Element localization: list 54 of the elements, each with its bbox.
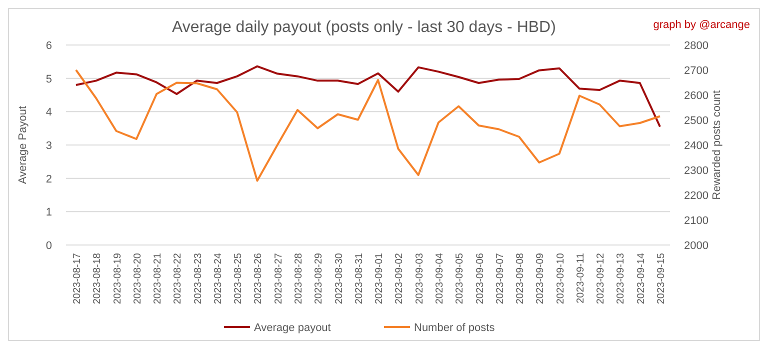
x-tick-label: 2023-09-12 xyxy=(596,252,607,304)
x-tick-label: 2023-09-13 xyxy=(616,252,627,304)
x-tick-label: 2023-08-27 xyxy=(273,252,284,304)
x-tick-label: 2023-09-03 xyxy=(414,252,426,304)
x-tick-label: 2023-09-02 xyxy=(394,252,406,304)
y2-tick-label: 2000 xyxy=(684,240,708,252)
legend-label: Average payout xyxy=(254,322,331,334)
x-tick-label: 2023-09-10 xyxy=(555,252,566,304)
y2-tick-label: 2800 xyxy=(684,40,708,52)
x-tick-label: 2023-08-24 xyxy=(212,252,224,304)
legend-label: Number of posts xyxy=(414,322,496,334)
y-tick-label: 3 xyxy=(46,140,52,152)
x-tick-label: 2023-09-04 xyxy=(434,252,446,304)
y2-tick-label: 2200 xyxy=(684,190,708,202)
x-tick-label: 2023-09-11 xyxy=(575,252,586,304)
x-tick-label: 2023-09-14 xyxy=(636,252,647,304)
x-tick-label: 2023-08-30 xyxy=(334,252,345,304)
x-tick-label: 2023-09-05 xyxy=(454,252,466,304)
y-tick-label: 2 xyxy=(46,173,52,186)
line-series xyxy=(75,69,661,182)
x-tick-label: 2023-08-19 xyxy=(112,252,124,304)
x-tick-label: 2023-09-15 xyxy=(656,252,667,304)
y2-tick-label: 2500 xyxy=(684,115,708,127)
x-tick-label: 2023-08-25 xyxy=(233,252,244,304)
x-tick-label: 2023-08-28 xyxy=(294,252,305,304)
y-tick-label: 1 xyxy=(46,206,52,219)
y2-tick-label: 2300 xyxy=(684,165,708,177)
text: graph by @arcange xyxy=(653,19,750,31)
x-tick-label: 2023-08-29 xyxy=(314,252,325,304)
x-tick-label: 2023-09-07 xyxy=(494,252,506,304)
x-tick-label: 2023-09-09 xyxy=(535,252,546,304)
x-tick-label: 2023-08-22 xyxy=(172,252,184,304)
y2-tick-label: 2100 xyxy=(684,215,708,227)
x-tick-label: 2023-08-18 xyxy=(92,252,104,304)
x-tick-label: 2023-08-21 xyxy=(152,252,164,304)
x-tick-label: 2023-08-23 xyxy=(192,252,204,304)
x-tick-label: 2023-09-08 xyxy=(515,252,526,304)
y-tick-label: 6 xyxy=(46,40,52,52)
y-tick-label: 4 xyxy=(46,106,52,119)
y-axis-title: Average Payout xyxy=(17,106,29,184)
x-tick-label: 2023-08-17 xyxy=(72,252,83,304)
x-tick-label: 2023-09-01 xyxy=(374,252,386,304)
x-tick-label: 2023-09-06 xyxy=(474,252,486,304)
y2-tick-label: 2400 xyxy=(684,140,708,152)
y-tick-label: 0 xyxy=(46,240,52,252)
x-tick-label: 2023-08-31 xyxy=(354,252,365,304)
y2-axis-title: Rewarded posts count xyxy=(711,90,723,200)
line-series xyxy=(75,65,661,128)
x-tick-label: 2023-08-20 xyxy=(132,252,144,304)
y2-tick-label: 2600 xyxy=(684,90,708,102)
x-tick-label: 2023-08-26 xyxy=(253,252,264,304)
y-tick-label: 5 xyxy=(46,73,52,86)
y2-tick-label: 2700 xyxy=(684,65,708,77)
chart-title: Average daily payout (posts only - last 30 days - HBD) xyxy=(172,19,556,36)
